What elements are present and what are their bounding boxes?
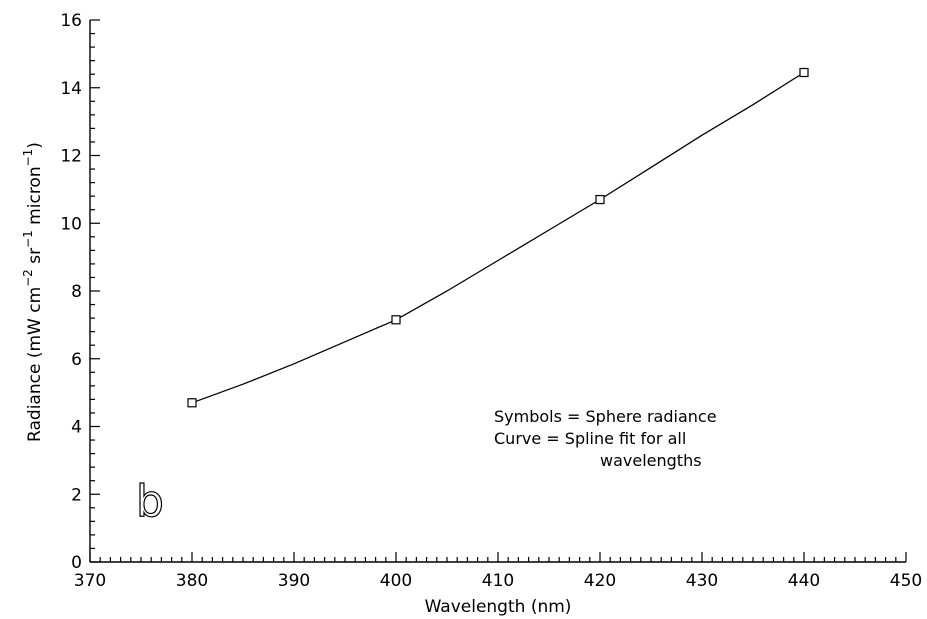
y-axis-title-part: Radiance (mW cm — [25, 287, 45, 442]
y-axis-title-part: micron — [25, 166, 45, 230]
annotation-line-1: Symbols = Sphere radiance — [494, 407, 717, 426]
annotation-line-2: Curve = Spline fit for all — [494, 429, 686, 448]
y-tick-label: 14 — [60, 79, 82, 99]
y-axis-ticks: 0 2 4 6 8 10 12 14 16 — [60, 11, 100, 573]
sphere-radiance-point — [799, 67, 809, 78]
y-tick-label: 6 — [71, 350, 82, 370]
y-tick-label: 4 — [71, 418, 82, 438]
y-tick-label: 12 — [60, 147, 82, 167]
y-axis-title-sup: −2 — [21, 269, 35, 287]
y-tick-label: 8 — [71, 282, 82, 302]
x-axis-title: Wavelength (nm) — [425, 597, 572, 617]
x-tick-label: 390 — [278, 571, 310, 591]
y-tick-label: 2 — [71, 485, 82, 505]
y-axis-title-sup: −1 — [21, 149, 35, 167]
y-axis-title-part: sr — [25, 248, 45, 269]
sphere-radiance-point — [595, 194, 605, 205]
x-tick-label: 420 — [584, 571, 616, 591]
y-axis-title-part: ) — [25, 142, 45, 149]
y-tick-label: 0 — [71, 553, 82, 573]
x-tick-label: 430 — [686, 571, 718, 591]
y-axis-title: Radiance (mW cm−2 sr−1 micron−1) — [21, 142, 45, 442]
y-tick-label: 10 — [60, 214, 82, 234]
annotation-line-3: wavelengths — [600, 451, 702, 470]
sphere-radiance-point — [187, 398, 197, 408]
plot-area — [187, 67, 809, 408]
x-axis-ticks: 370 380 390 400 410 420 430 440 450 — [74, 552, 922, 591]
spline-fit-curve — [191, 71, 805, 404]
x-tick-label: 450 — [890, 571, 922, 591]
x-tick-label: 370 — [74, 571, 106, 591]
sphere-radiance-point — [391, 315, 401, 325]
y-tick-label: 16 — [60, 11, 82, 31]
x-tick-label: 400 — [380, 571, 412, 591]
y-axis-title-sup: −1 — [21, 230, 35, 248]
x-tick-label: 440 — [788, 571, 820, 591]
panel-label: b — [136, 476, 164, 527]
x-tick-label: 410 — [482, 571, 514, 591]
x-tick-label: 380 — [176, 571, 208, 591]
